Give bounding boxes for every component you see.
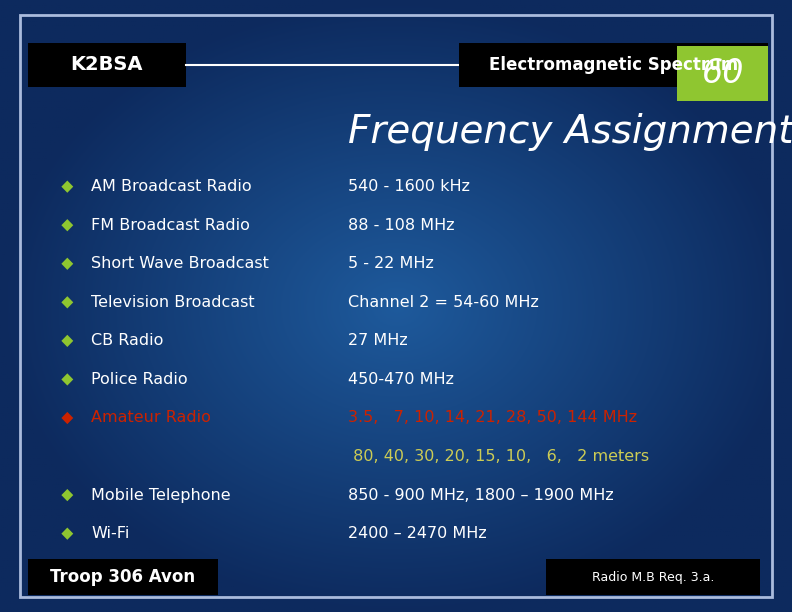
Text: Troop 306 Avon: Troop 306 Avon	[50, 568, 196, 586]
Bar	[28, 559, 218, 595]
Text: 60: 60	[702, 57, 744, 90]
Text: Police Radio: Police Radio	[91, 372, 188, 387]
Text: 2400 – 2470 MHz: 2400 – 2470 MHz	[348, 526, 487, 541]
Text: Mobile Telephone: Mobile Telephone	[91, 488, 230, 502]
Polygon shape	[62, 335, 74, 347]
Text: 450-470 MHz: 450-470 MHz	[348, 372, 455, 387]
Polygon shape	[62, 489, 74, 501]
Bar	[677, 46, 768, 101]
Text: K2BSA: K2BSA	[70, 55, 143, 75]
Text: 5 - 22 MHz: 5 - 22 MHz	[348, 256, 434, 271]
Text: Wi-Fi: Wi-Fi	[91, 526, 129, 541]
Text: Electromagnetic Spectrum: Electromagnetic Spectrum	[489, 56, 738, 74]
Bar	[459, 43, 768, 87]
Text: 3.5,   7, 10, 14, 21, 28, 50, 144 MHz: 3.5, 7, 10, 14, 21, 28, 50, 144 MHz	[348, 411, 638, 425]
Bar	[546, 559, 760, 595]
Polygon shape	[62, 412, 74, 424]
Polygon shape	[62, 219, 74, 231]
Text: Amateur Radio: Amateur Radio	[91, 411, 211, 425]
Polygon shape	[62, 373, 74, 386]
Bar	[28, 43, 186, 87]
Text: Short Wave Broadcast: Short Wave Broadcast	[91, 256, 269, 271]
Text: Television Broadcast: Television Broadcast	[91, 295, 255, 310]
Text: 850 - 900 MHz, 1800 – 1900 MHz: 850 - 900 MHz, 1800 – 1900 MHz	[348, 488, 615, 502]
Polygon shape	[62, 181, 74, 193]
Text: 27 MHz: 27 MHz	[348, 334, 408, 348]
Text: 88 - 108 MHz: 88 - 108 MHz	[348, 218, 455, 233]
Text: 80, 40, 30, 20, 15, 10,   6,   2 meters: 80, 40, 30, 20, 15, 10, 6, 2 meters	[348, 449, 649, 464]
Text: AM Broadcast Radio: AM Broadcast Radio	[91, 179, 252, 194]
Polygon shape	[62, 296, 74, 308]
Text: CB Radio: CB Radio	[91, 334, 163, 348]
Text: Frequency Assignments: Frequency Assignments	[348, 113, 792, 151]
Text: 540 - 1600 kHz: 540 - 1600 kHz	[348, 179, 470, 194]
Polygon shape	[62, 258, 74, 270]
Text: Channel 2 = 54-60 MHz: Channel 2 = 54-60 MHz	[348, 295, 539, 310]
Text: Radio M.B Req. 3.a.: Radio M.B Req. 3.a.	[592, 570, 714, 584]
Text: FM Broadcast Radio: FM Broadcast Radio	[91, 218, 250, 233]
Polygon shape	[62, 528, 74, 540]
